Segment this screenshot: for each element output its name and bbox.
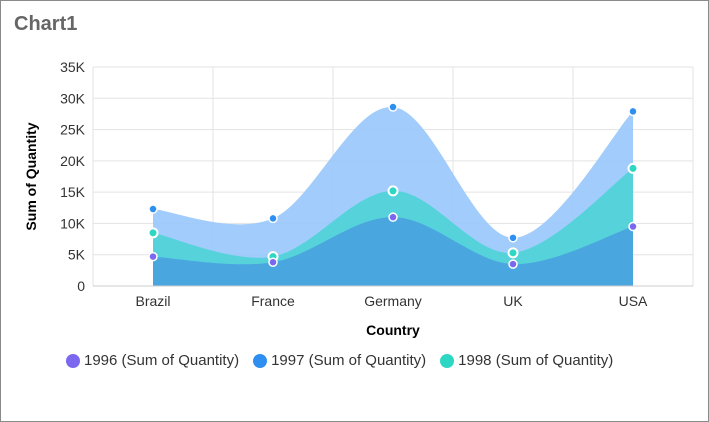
x-tick-label: Brazil bbox=[135, 293, 170, 309]
point-1998-UK bbox=[507, 247, 519, 259]
y-tick-label: 5K bbox=[68, 247, 86, 263]
legend-item[interactable]: 1998 (Sum of Quantity) bbox=[440, 352, 613, 369]
legend-label: 1996 (Sum of Quantity) bbox=[84, 352, 240, 369]
legend-label: 1998 (Sum of Quantity) bbox=[458, 352, 614, 369]
x-tick-label: France bbox=[251, 293, 295, 309]
y-tick-label: 25K bbox=[60, 122, 86, 138]
x-tick-label: USA bbox=[619, 293, 648, 309]
point-1997-UK bbox=[508, 233, 518, 243]
y-tick-label: 20K bbox=[60, 153, 86, 169]
x-axis-title: Country bbox=[366, 322, 420, 338]
point-1996-Germany bbox=[388, 212, 398, 222]
chart-legend: 1996 (Sum of Quantity) 1997 (Sum of Quant… bbox=[66, 352, 613, 369]
chart-title: Chart1 bbox=[14, 13, 78, 35]
legend-item[interactable]: 1996 (Sum of Quantity) bbox=[66, 352, 239, 369]
point-1996-Brazil bbox=[148, 251, 158, 262]
x-tick-label: Germany bbox=[364, 293, 422, 309]
legend-label: 1997 (Sum of Quantity) bbox=[271, 352, 427, 369]
point-1996-USA bbox=[628, 221, 638, 232]
y-tick-label: 15K bbox=[60, 184, 86, 200]
legend-swatch bbox=[253, 353, 268, 368]
point-1997-France bbox=[268, 213, 278, 224]
point-1997-Germany bbox=[388, 102, 398, 112]
y-tick-label: 0 bbox=[77, 278, 85, 294]
legend-swatch bbox=[66, 353, 80, 368]
point-1996-UK bbox=[508, 259, 518, 269]
x-tick-label: UK bbox=[503, 293, 523, 309]
point-1996-France bbox=[268, 257, 278, 267]
legend-item[interactable]: 1997 (Sum of Quantity) bbox=[253, 352, 426, 369]
point-1998-Germany bbox=[387, 185, 399, 197]
point-1997-Brazil bbox=[148, 204, 158, 214]
point-1998-Brazil bbox=[147, 227, 159, 239]
point-1997-USA bbox=[628, 106, 638, 117]
point-1998-USA bbox=[627, 162, 639, 174]
y-tick-label: 30K bbox=[60, 90, 86, 106]
y-tick-label: 35K bbox=[60, 59, 86, 75]
y-tick-label: 10K bbox=[60, 215, 86, 231]
y-axis-title: Sum of Quantity bbox=[23, 122, 39, 230]
legend-swatch bbox=[440, 353, 455, 368]
